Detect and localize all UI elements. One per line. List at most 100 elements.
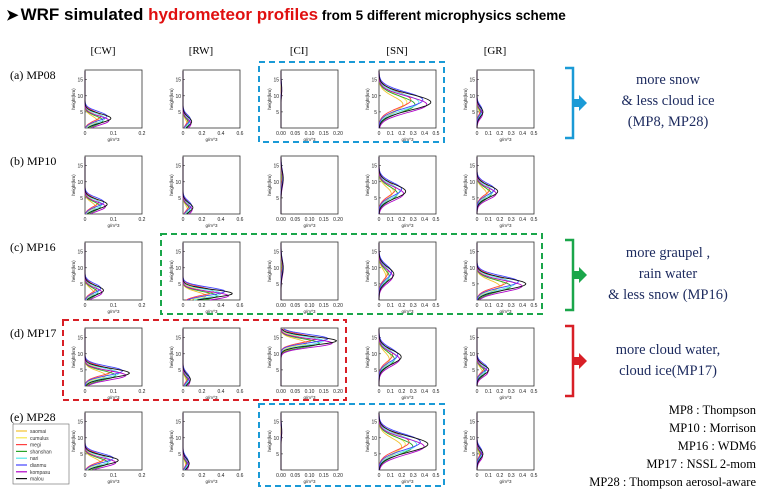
x-tick-label: 0.2 [199,303,206,309]
x-axis-label: g/m^3 [401,137,414,142]
figure-title: ➤ WRF simulated hydrometeor profiles from… [6,5,566,25]
x-tick-label: 0.10 [305,303,315,309]
profile-line-malou [378,329,402,386]
x-tick-label: 0.2 [139,131,146,137]
scheme-mp16: MP16 : WDM6 [677,439,756,453]
profile-line-shanshan [84,413,109,471]
y-tick-label: 5 [276,110,279,116]
x-tick-label: 0.1 [110,217,117,223]
y-axis-label: height(km) [267,174,272,196]
x-tick-label: 0.5 [531,131,538,137]
title-part2: hydrometeor profiles [148,5,319,24]
plot-frame [378,327,437,387]
y-tick-label: 15 [77,336,83,342]
y-tick-label: 10 [175,266,181,272]
x-tick-label: 0 [84,473,87,479]
profile-line-malou [476,243,527,301]
y-tick-label: 10 [175,180,181,186]
legend-frame [12,423,70,485]
x-tick-label: 0.05 [290,303,300,309]
y-tick-label: 15 [469,336,475,342]
x-tick-label: 0.3 [508,389,515,395]
x-tick-label: 0.5 [433,303,440,309]
y-tick-label: 10 [273,352,279,358]
highlight-box-3 [258,403,445,487]
bracket-arrow-icon-2 [573,353,587,369]
plot-frame [476,411,535,471]
y-tick-label: 15 [175,336,181,342]
x-tick-label: 0.10 [305,217,315,223]
plot-frame [378,411,437,471]
y-tick-label: 10 [77,94,83,100]
x-tick-label: 0.10 [305,131,315,137]
x-tick-label: 0 [182,303,185,309]
note-cloud-line2: cloud ice(MP17) [619,363,717,379]
x-tick-label: 0.4 [519,389,526,395]
profile-line-malou [280,157,284,214]
y-tick-label: 5 [374,282,377,288]
y-tick-label: 15 [371,336,377,342]
plot-mp08-cw: 5 10 15 0 0.1 0.2 g/m^3 height(km) [71,69,146,142]
x-tick-label: 0.1 [110,303,117,309]
y-axis-label: height(km) [463,346,468,368]
x-tick-label: 0.2 [398,217,405,223]
highlight-box-1 [160,233,543,315]
y-axis-label: height(km) [365,88,370,110]
y-tick-label: 15 [77,78,83,84]
x-axis-label: g/m^3 [499,137,512,142]
y-axis-label: height(km) [169,174,174,196]
y-tick-label: 10 [77,180,83,186]
x-tick-label: 0.20 [333,389,343,395]
x-tick-label: 0.05 [290,473,300,479]
note-graupel-line2: rain water [638,266,698,282]
y-axis-label: height(km) [463,260,468,282]
bracket-1 [565,238,575,312]
scheme-mp17: MP17 : NSSL 2-mom [646,457,756,471]
profile-line-shanshan [84,157,101,215]
x-tick-label: 0.3 [410,389,417,395]
x-tick-label: 0 [378,473,381,479]
x-axis-label: g/m^3 [205,309,218,314]
x-tick-label: 0.05 [290,217,300,223]
plot-mp10-rw: 5 10 15 0 0.2 0.4 0.6 g/m^3 height(km) [169,155,244,228]
x-tick-label: 0.2 [398,131,405,137]
y-tick-label: 5 [80,196,83,202]
plot-mp17-sn: 5 10 15 0 0.1 0.2 0.3 0.4 0.5 g/m^3 height(km) [365,327,440,400]
y-axis-label: height(km) [463,174,468,196]
y-tick-label: 10 [175,352,181,358]
profile-line-dianmu [378,413,421,470]
plot-mp16-gr: 5 10 15 0 0.1 0.2 0.3 0.4 0.5 g/m^3 height(km) [463,241,538,314]
y-tick-label: 10 [273,94,279,100]
y-tick-label: 5 [178,110,181,116]
x-axis-label: g/m^3 [107,309,120,314]
note-snow-line1: more snow [635,72,701,88]
title-part1: WRF simulated [20,5,149,24]
x-tick-label: 0 [182,217,185,223]
legend-label-shanshan: shanshan [30,449,52,455]
profile-line-dianmu [84,413,114,471]
legend-label-dianmu: dianmu [30,463,47,469]
x-tick-label: 0 [182,131,185,137]
x-tick-label: 0.4 [421,389,428,395]
x-tick-label: 0.6 [237,303,244,309]
column-title-ci: [CI] [289,45,309,57]
x-tick-label: 0.6 [237,217,244,223]
y-tick-label: 5 [472,196,475,202]
plot-mp28-sn: 5 10 15 0 0.1 0.2 0.3 0.4 0.5 g/m^3 height(km) [365,411,440,484]
plot-mp17-cw: 5 10 15 0 0.1 0.2 g/m^3 height(km) [71,327,146,400]
bullet-arrow-icon: ➤ [6,7,19,24]
profile-line-malou [84,157,108,215]
y-tick-label: 15 [273,78,279,84]
y-tick-label: 5 [178,368,181,374]
y-tick-label: 15 [371,250,377,256]
x-tick-label: 0.2 [496,217,503,223]
profile-line-malou [476,71,484,128]
y-tick-label: 5 [178,452,181,458]
x-axis-label: g/m^3 [107,395,120,400]
x-tick-label: 0.4 [421,131,428,137]
y-tick-label: 5 [374,196,377,202]
y-tick-label: 15 [371,420,377,426]
y-tick-label: 10 [77,266,83,272]
plot-mp17-gr: 5 10 15 0 0.1 0.2 0.3 0.4 0.5 g/m^3 height(km) [463,327,538,400]
y-tick-label: 5 [178,282,181,288]
